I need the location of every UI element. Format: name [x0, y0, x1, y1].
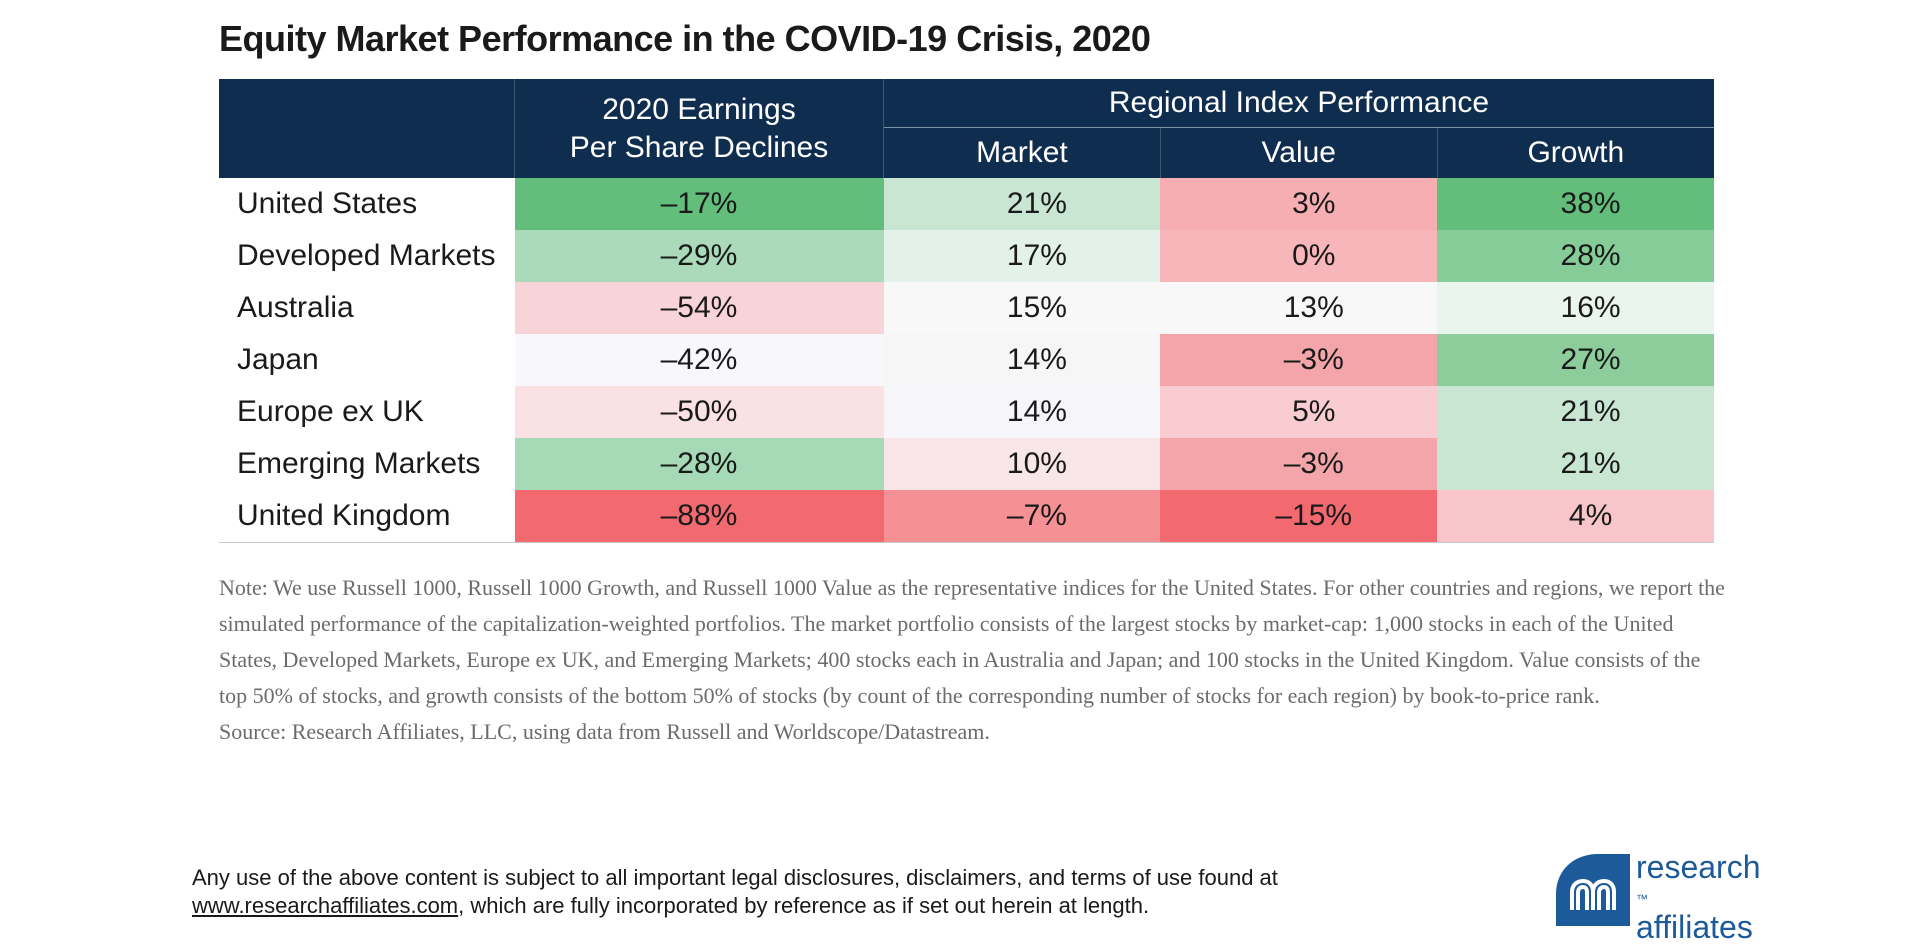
- cell-eps: –42%: [514, 334, 884, 386]
- note-text: Note: We use Russell 1000, Russell 1000 …: [219, 575, 1725, 708]
- cell-growth: 4%: [1437, 490, 1714, 543]
- header-eps-line2: Per Share Declines: [569, 130, 829, 164]
- source-text: Source: Research Affiliates, LLC, using …: [219, 719, 990, 744]
- cell-value: 13%: [1160, 282, 1438, 334]
- header-market: Market: [883, 127, 1161, 178]
- header-eps-line1: 2020 Earnings: [602, 92, 796, 126]
- table-row: United Kingdom –88% –7% –15% 4%: [219, 490, 1714, 543]
- cell-value: –3%: [1160, 334, 1438, 386]
- cell-growth: 27%: [1437, 334, 1714, 386]
- region-label: Developed Markets: [219, 230, 515, 282]
- cell-eps: –88%: [514, 490, 884, 543]
- logo-trademark: ™: [1636, 892, 1648, 906]
- cell-market: 15%: [883, 282, 1161, 334]
- header-value: Value: [1160, 127, 1438, 178]
- cell-value: 0%: [1160, 230, 1438, 282]
- cell-value: 3%: [1160, 178, 1438, 230]
- cell-growth: 28%: [1437, 230, 1714, 282]
- table-header: 2020 Earnings Per Share Declines Regiona…: [219, 79, 1714, 178]
- table-row: Japan –42% 14% –3% 27%: [219, 334, 1714, 386]
- logo-word-affiliates: affiliates: [1636, 909, 1753, 945]
- cell-eps: –29%: [514, 230, 884, 282]
- region-label: United Kingdom: [219, 490, 515, 543]
- region-label: Emerging Markets: [219, 438, 515, 490]
- cell-eps: –28%: [514, 438, 884, 490]
- table-body: United States –17% 21% 3% 38% Developed Marke…: [219, 178, 1714, 543]
- disclaimer-line2: www.researchaffiliates.com, which are fu…: [192, 892, 1392, 920]
- cell-growth: 38%: [1437, 178, 1714, 230]
- cell-eps: –54%: [514, 282, 884, 334]
- disclaimer-line2-rest: , which are fully incorporated by refere…: [458, 893, 1150, 918]
- table-row: United States –17% 21% 3% 38%: [219, 178, 1714, 230]
- header-blank-cell: [219, 79, 515, 178]
- region-label: Europe ex UK: [219, 386, 515, 438]
- region-label: Japan: [219, 334, 515, 386]
- region-label: United States: [219, 178, 515, 230]
- table-row: Australia –54% 15% 13% 16%: [219, 282, 1714, 334]
- cell-market: 14%: [883, 334, 1161, 386]
- performance-table: 2020 Earnings Per Share Declines Regiona…: [219, 79, 1714, 543]
- table-row: Emerging Markets –28% 10% –3% 21%: [219, 438, 1714, 490]
- cell-eps: –17%: [514, 178, 884, 230]
- website-link[interactable]: www.researchaffiliates.com: [192, 893, 459, 918]
- cell-growth: 21%: [1437, 386, 1714, 438]
- cell-value: 5%: [1160, 386, 1438, 438]
- chart-title: Equity Market Performance in the COVID-1…: [219, 18, 1151, 59]
- cell-market: 21%: [883, 178, 1161, 230]
- cell-market: 10%: [883, 438, 1161, 490]
- cell-growth: 16%: [1437, 282, 1714, 334]
- research-affiliates-logo-icon: [1556, 854, 1630, 926]
- research-affiliates-logo: research ™ affiliates: [1556, 851, 1776, 943]
- cell-market: 17%: [883, 230, 1161, 282]
- table-row: Developed Markets –29% 17% 0% 28%: [219, 230, 1714, 282]
- cell-value: –15%: [1160, 490, 1438, 543]
- header-regional-index-performance: Regional Index Performance: [883, 79, 1714, 128]
- cell-market: –7%: [883, 490, 1161, 543]
- cell-market: 14%: [883, 386, 1161, 438]
- note-block: Note: We use Russell 1000, Russell 1000 …: [219, 570, 1729, 750]
- cell-growth: 21%: [1437, 438, 1714, 490]
- cell-eps: –50%: [514, 386, 884, 438]
- disclaimer-line1: Any use of the above content is subject …: [192, 865, 1278, 890]
- legal-disclaimer: Any use of the above content is subject …: [192, 864, 1392, 920]
- region-label: Australia: [219, 282, 515, 334]
- header-growth: Growth: [1437, 127, 1714, 178]
- cell-value: –3%: [1160, 438, 1438, 490]
- logo-wordmark: research ™ affiliates: [1636, 849, 1761, 945]
- header-eps-declines: 2020 Earnings Per Share Declines: [514, 79, 884, 178]
- logo-word-research: research ™: [1636, 849, 1761, 906]
- table-row: Europe ex UK –50% 14% 5% 21%: [219, 386, 1714, 438]
